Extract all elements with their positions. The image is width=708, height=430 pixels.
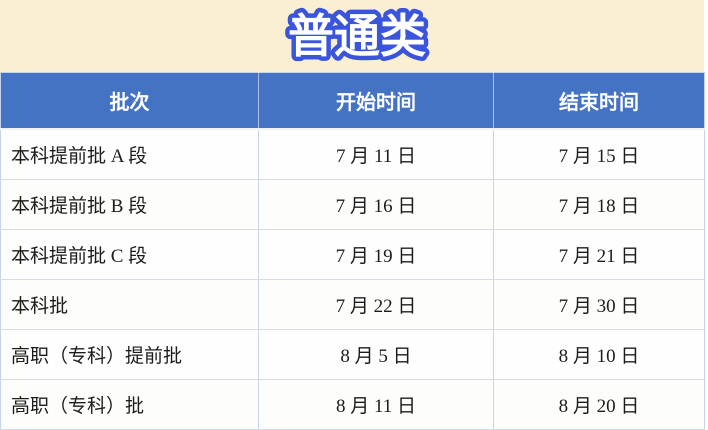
schedule-table: 批次 开始时间 结束时间 本科提前批 A 段 7 月 11 日 7 月 15 日… [0,72,705,430]
header-batch: 批次 [0,72,259,130]
end-date-cell: 7 月 15 日 [493,128,705,180]
start-date-cell: 7 月 19 日 [258,229,494,280]
table-row: 本科提前批 B 段 7 月 16 日 7 月 18 日 [0,179,705,230]
table-row: 本科批 7 月 22 日 7 月 30 日 [0,279,705,330]
end-date-cell: 8 月 10 日 [493,329,705,380]
start-date-cell: 7 月 11 日 [258,128,494,180]
batch-cell: 高职（专科）批 [0,379,259,430]
start-date-cell: 8 月 5 日 [258,329,494,380]
start-date-cell: 7 月 22 日 [258,279,494,330]
page-title: 普通类 [288,10,426,62]
batch-cell: 本科提前批 A 段 [0,128,259,180]
end-date-cell: 7 月 18 日 [493,179,705,230]
table-header: 批次 开始时间 结束时间 [0,72,705,130]
end-date-cell: 7 月 21 日 [493,229,705,280]
batch-cell: 本科提前批 B 段 [0,179,259,230]
table-row: 本科提前批 A 段 7 月 11 日 7 月 15 日 [0,128,705,180]
end-date-cell: 7 月 30 日 [493,279,705,330]
table-row: 高职（专科）批 8 月 11 日 8 月 20 日 [0,379,705,430]
table-row: 高职（专科）提前批 8 月 5 日 8 月 10 日 [0,329,705,380]
batch-cell: 本科提前批 C 段 [0,229,259,280]
page-title-graphic: 普通类 [284,6,431,67]
table-body: 本科提前批 A 段 7 月 11 日 7 月 15 日 本科提前批 B 段 7 … [0,128,705,430]
header-start-time: 开始时间 [258,72,494,130]
batch-cell: 本科批 [0,279,259,330]
table-row: 本科提前批 C 段 7 月 19 日 7 月 21 日 [0,229,705,280]
batch-cell: 高职（专科）提前批 [0,329,259,380]
start-date-cell: 7 月 16 日 [258,179,494,230]
start-date-cell: 8 月 11 日 [258,379,494,430]
page-title-wrap: 普通类 [0,0,704,70]
header-row: 批次 开始时间 结束时间 [0,72,705,130]
end-date-cell: 8 月 20 日 [493,379,705,430]
header-end-time: 结束时间 [493,72,705,130]
